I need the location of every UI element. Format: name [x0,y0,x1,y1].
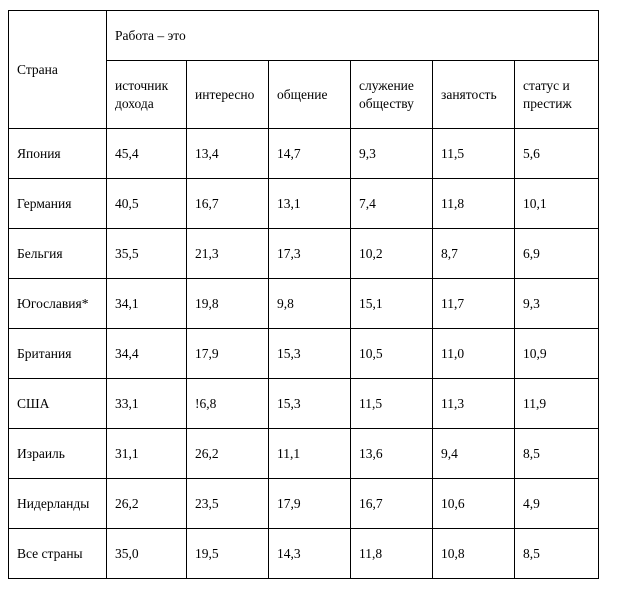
column-header-communication: общение [268,60,351,129]
value-cell: 8,5 [513,528,600,579]
value-cell: 10,1 [513,178,600,229]
value-cell: 35,5 [106,228,187,279]
value-cell: 9,8 [268,278,351,329]
work-values-table: Страна Работа – это источник дохода интер… [8,10,600,579]
value-cell: 14,3 [268,528,351,579]
column-header-employment: занятость [432,60,515,129]
table-row: США 33,1 !6,8 15,3 11,5 11,3 11,9 [8,378,600,429]
value-cell: 5,6 [513,128,600,179]
value-cell: 11,9 [513,378,600,429]
country-cell: Япония [8,128,107,179]
value-cell: 35,0 [106,528,187,579]
value-cell: 10,5 [350,328,433,379]
table-row: Израиль 31,1 26,2 11,1 13,6 9,4 8,5 [8,428,600,479]
table-row: Бельгия 35,5 21,3 17,3 10,2 8,7 6,9 [8,228,600,279]
country-cell: Бельгия [8,228,107,279]
country-column-header: Страна [8,10,107,129]
value-cell: 11,8 [432,178,515,229]
value-cell: 15,1 [350,278,433,329]
value-cell: 9,4 [432,428,515,479]
country-cell: Нидерланды [8,478,107,529]
value-cell: 23,5 [186,478,269,529]
country-cell: Все страны [8,528,107,579]
header-row-group: Страна Работа – это [8,10,600,129]
table-row: Германия 40,5 16,7 13,1 7,4 11,8 10,1 [8,178,600,229]
value-cell: 9,3 [350,128,433,179]
table-row: Британия 34,4 17,9 15,3 10,5 11,0 10,9 [8,328,600,379]
country-cell: Израиль [8,428,107,479]
country-cell: США [8,378,107,429]
country-cell: Югославия* [8,278,107,329]
value-cell: 13,6 [350,428,433,479]
value-cell: 10,6 [432,478,515,529]
value-cell: 4,9 [513,478,600,529]
value-cell: 11,1 [268,428,351,479]
value-cell: 13,4 [186,128,269,179]
value-cell: 34,1 [106,278,187,329]
value-cell: 11,5 [432,128,515,179]
value-cell: 15,3 [268,328,351,379]
column-header-status: статус и престиж [513,60,600,129]
country-cell: Британия [8,328,107,379]
table-row: Япония 45,4 13,4 14,7 9,3 11,5 5,6 [8,128,600,179]
value-cell: 13,1 [268,178,351,229]
value-cell: 10,8 [432,528,515,579]
value-cell: 10,2 [350,228,433,279]
value-cell: 11,8 [350,528,433,579]
value-cell: 26,2 [106,478,187,529]
value-cell: 11,5 [350,378,433,429]
value-cell: 15,3 [268,378,351,429]
value-cell: 16,7 [186,178,269,229]
value-cell: 8,5 [513,428,600,479]
value-cell: 34,4 [106,328,187,379]
value-cell: 19,8 [186,278,269,329]
value-cell: !6,8 [186,378,269,429]
table-row: Югославия* 34,1 19,8 9,8 15,1 11,7 9,3 [8,278,600,329]
value-cell: 6,9 [513,228,600,279]
column-header-service: служение обществу [350,60,433,129]
value-cell: 40,5 [106,178,187,229]
value-cell: 11,0 [432,328,515,379]
value-cell: 33,1 [106,378,187,429]
value-cell: 8,7 [432,228,515,279]
value-cell: 11,7 [432,278,515,329]
value-cell: 26,2 [186,428,269,479]
value-cell: 17,9 [268,478,351,529]
column-header-income: источник дохода [106,60,187,129]
table-body: Япония 45,4 13,4 14,7 9,3 11,5 5,6 Герма… [8,128,600,579]
value-cell: 19,5 [186,528,269,579]
value-cell: 9,3 [513,278,600,329]
value-cell: 11,3 [432,378,515,429]
value-cell: 10,9 [513,328,600,379]
value-cell: 14,7 [268,128,351,179]
value-cell: 17,9 [186,328,269,379]
value-cell: 16,7 [350,478,433,529]
value-cell: 31,1 [106,428,187,479]
value-cell: 21,3 [186,228,269,279]
value-cell: 7,4 [350,178,433,229]
country-cell: Германия [8,178,107,229]
table-row-total: Все страны 35,0 19,5 14,3 11,8 10,8 8,5 [8,528,600,579]
value-cell: 17,3 [268,228,351,279]
table-row: Нидерланды 26,2 23,5 17,9 16,7 10,6 4,9 [8,478,600,529]
value-cell: 45,4 [106,128,187,179]
column-header-interesting: интересно [186,60,269,129]
group-header: Работа – это [105,10,600,61]
header-row-columns: источник дохода интересно общение служени… [9,60,600,129]
